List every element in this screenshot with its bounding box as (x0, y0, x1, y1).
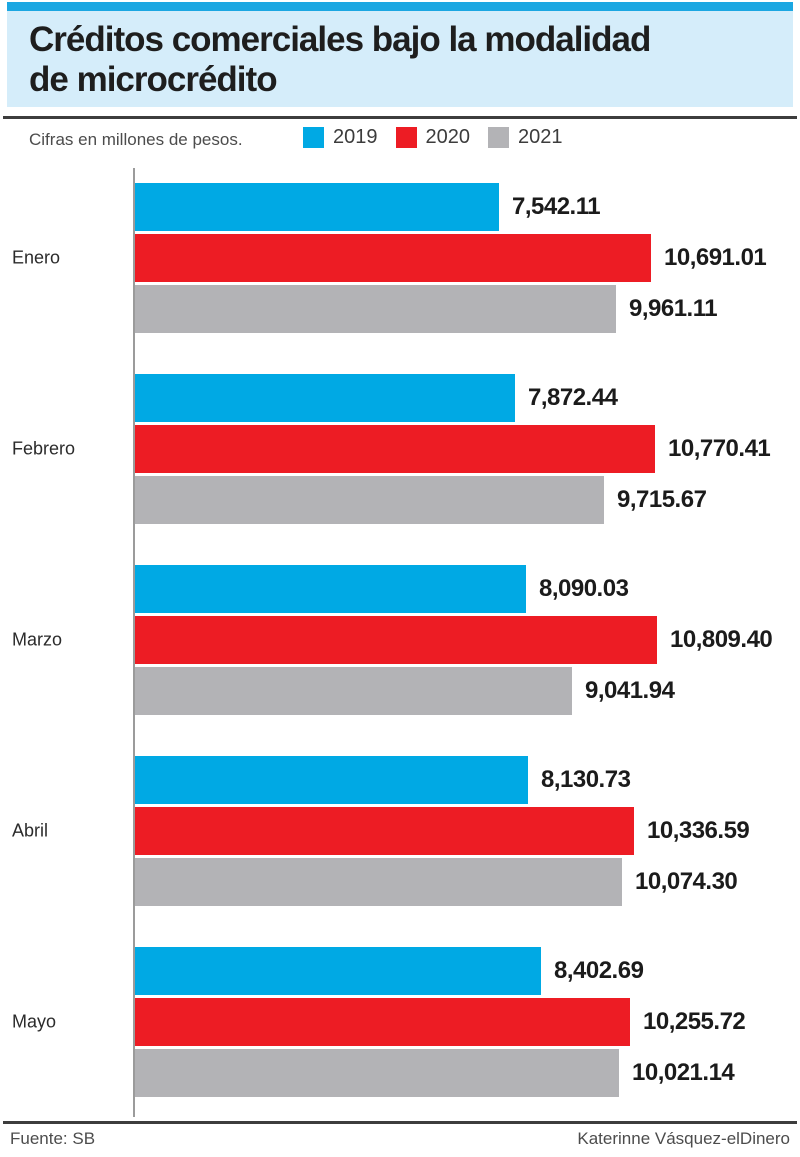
legend-label-2019: 2019 (333, 126, 378, 148)
value-label-2020-febrero: 10,770.41 (668, 435, 771, 462)
bar-2021-enero (135, 285, 616, 333)
bar-2020-marzo (135, 616, 657, 664)
value-label-2019-febrero: 7,872.44 (528, 384, 618, 411)
bar-row-2020-enero: 10,691.01 (135, 234, 767, 282)
legend-swatch-2021-icon (488, 127, 509, 148)
value-label-2021-abril: 10,074.30 (635, 868, 738, 895)
y-axis-line (133, 168, 135, 1117)
bar-row-2020-marzo: 10,809.40 (135, 616, 773, 664)
bar-row-2021-abril: 10,074.30 (135, 858, 738, 906)
value-label-2021-enero: 9,961.11 (629, 295, 718, 322)
bar-2021-abril (135, 858, 622, 906)
category-label-mayo: Mayo (12, 1011, 57, 1032)
legend-label-2021: 2021 (518, 126, 563, 148)
bar-2021-febrero (135, 476, 604, 524)
bar-group-febrero: Febrero 7,872.44 10,770.41 9,715.67 (0, 374, 800, 524)
bar-2020-enero (135, 234, 651, 282)
bar-row-2020-febrero: 10,770.41 (135, 425, 771, 473)
category-label-febrero: Febrero (12, 438, 76, 459)
category-label-enero: Enero (12, 247, 61, 268)
units-note: Cifras en millones de pesos. (29, 130, 243, 149)
bar-row-2019-enero: 7,542.11 (135, 183, 601, 231)
bar-group-abril: Abril 8,130.73 10,336.59 10,074.30 (0, 756, 800, 906)
value-label-2019-abril: 8,130.73 (541, 766, 631, 793)
bar-2021-marzo (135, 667, 572, 715)
page-title-line-1: Créditos comerciales bajo la modalidad (29, 20, 651, 59)
value-label-2019-marzo: 8,090.03 (539, 575, 629, 602)
value-label-2021-mayo: 10,021.14 (632, 1059, 735, 1086)
value-label-2020-mayo: 10,255.72 (643, 1008, 746, 1035)
bar-2019-enero (135, 183, 499, 231)
bar-row-2019-febrero: 7,872.44 (135, 374, 618, 422)
value-label-2021-febrero: 9,715.67 (617, 486, 707, 513)
bar-2021-mayo (135, 1049, 619, 1097)
source-label: Fuente: SB (10, 1129, 96, 1148)
legend-label-2020: 2020 (425, 126, 471, 148)
footer-divider-line (3, 1121, 797, 1124)
legend-swatch-2020-icon (395, 127, 417, 148)
bar-2019-marzo (135, 565, 526, 613)
bar-row-2019-abril: 8,130.73 (135, 756, 631, 804)
value-label-2019-enero: 7,542.11 (512, 193, 601, 220)
bar-row-2020-mayo: 10,255.72 (135, 998, 746, 1046)
bar-row-2020-abril: 10,336.59 (135, 807, 750, 855)
value-label-2020-abril: 10,336.59 (647, 817, 750, 844)
value-label-2020-enero: 10,691.01 (664, 244, 767, 271)
bar-group-enero: Enero 7,542.11 10,691.01 9,961.11 (0, 183, 800, 333)
bar-2019-febrero (135, 374, 515, 422)
legend-item-2021: 2021 (488, 126, 563, 149)
legend-row: Cifras en millones de pesos. 2019 2020 2… (0, 124, 800, 150)
bar-row-2021-marzo: 9,041.94 (135, 667, 675, 715)
value-label-2021-marzo: 9,041.94 (585, 677, 675, 704)
footer: Fuente: SB Katerinne Vásquez-elDinero (10, 1129, 790, 1149)
page-title: Créditos comerciales bajo la modalidad d… (7, 11, 793, 100)
category-label-abril: Abril (12, 820, 49, 841)
value-label-2020-marzo: 10,809.40 (670, 626, 773, 653)
bar-2020-abril (135, 807, 634, 855)
bar-group-mayo: Mayo 8,402.69 10,255.72 10,021.14 (0, 947, 800, 1097)
bar-row-2021-enero: 9,961.11 (135, 285, 718, 333)
legend-swatch-2019-icon (303, 127, 324, 148)
bar-row-2021-febrero: 9,715.67 (135, 476, 707, 524)
legend: 2019 2020 2021 (303, 126, 563, 149)
credit-label: Katerinne Vásquez-elDinero (577, 1129, 790, 1148)
category-label-marzo: Marzo (12, 629, 63, 650)
page-title-line-2: de microcrédito (29, 60, 278, 99)
value-label-2019-mayo: 8,402.69 (554, 957, 644, 984)
bar-row-2019-mayo: 8,402.69 (135, 947, 644, 995)
bar-2019-abril (135, 756, 528, 804)
bar-2020-mayo (135, 998, 630, 1046)
bar-chart: Enero 7,542.11 10,691.01 9,961.11 Febrero 7,8… (0, 165, 800, 1117)
top-accent-bar (7, 2, 793, 11)
bar-row-2019-marzo: 8,090.03 (135, 565, 629, 613)
legend-item-2019: 2019 (303, 126, 378, 149)
bar-group-marzo: Marzo 8,090.03 10,809.40 9,041.94 (0, 565, 800, 715)
bar-2020-febrero (135, 425, 655, 473)
bar-2019-mayo (135, 947, 541, 995)
legend-item-2020: 2020 (395, 126, 471, 149)
header-divider-line (3, 116, 797, 119)
bar-row-2021-mayo: 10,021.14 (135, 1049, 735, 1097)
header-panel: Créditos comerciales bajo la modalidad d… (7, 11, 793, 107)
